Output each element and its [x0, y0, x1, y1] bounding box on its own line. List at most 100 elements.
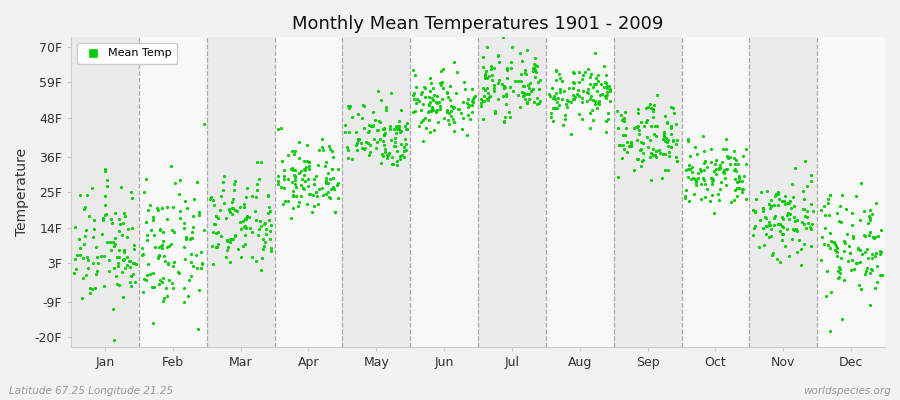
- Point: [422, 128, 436, 135]
- Point: [634, 163, 648, 169]
- Point: [162, 243, 176, 249]
- Point: [586, 97, 600, 103]
- Point: [764, 197, 778, 204]
- Point: [480, 84, 494, 91]
- Point: [239, 194, 254, 200]
- Point: [788, 165, 802, 171]
- Point: [758, 214, 772, 220]
- Point: [842, 250, 857, 256]
- Point: [560, 103, 574, 110]
- Point: [697, 177, 711, 184]
- Point: [239, 216, 254, 222]
- Point: [222, 209, 237, 215]
- Point: [854, 251, 868, 258]
- Point: [292, 203, 306, 210]
- Point: [748, 208, 762, 214]
- Point: [727, 197, 742, 204]
- Point: [552, 71, 566, 78]
- Point: [256, 236, 270, 242]
- Point: [603, 88, 617, 94]
- Point: [231, 246, 246, 252]
- Point: [284, 166, 298, 172]
- Point: [794, 262, 808, 269]
- Point: [284, 215, 299, 222]
- Point: [387, 126, 401, 132]
- Point: [796, 206, 811, 212]
- Point: [575, 72, 590, 78]
- Point: [72, 236, 86, 242]
- Point: [644, 101, 658, 108]
- Point: [498, 114, 512, 120]
- Point: [614, 112, 628, 118]
- Point: [834, 316, 849, 323]
- Point: [127, 259, 141, 266]
- Point: [803, 224, 817, 230]
- Point: [232, 204, 247, 210]
- Point: [520, 82, 535, 88]
- Point: [160, 216, 175, 222]
- Point: [261, 192, 275, 198]
- Point: [774, 237, 788, 244]
- Point: [392, 126, 406, 132]
- Point: [544, 110, 559, 116]
- Point: [863, 215, 878, 221]
- Point: [319, 159, 333, 165]
- Point: [292, 199, 306, 206]
- Point: [98, 193, 112, 199]
- Point: [123, 258, 138, 264]
- Point: [875, 271, 889, 278]
- Point: [616, 132, 630, 138]
- Point: [147, 284, 161, 290]
- Point: [704, 175, 718, 182]
- Point: [143, 271, 157, 278]
- Point: [768, 213, 782, 219]
- Point: [773, 221, 788, 227]
- Point: [393, 107, 408, 113]
- Point: [838, 240, 852, 246]
- Point: [112, 228, 126, 234]
- Point: [281, 176, 295, 182]
- Point: [553, 75, 567, 82]
- Point: [622, 143, 636, 149]
- Point: [424, 104, 438, 110]
- Point: [116, 257, 130, 264]
- Point: [843, 266, 858, 273]
- Point: [436, 85, 451, 91]
- Point: [208, 220, 222, 227]
- Point: [778, 243, 792, 250]
- Point: [691, 175, 706, 181]
- Point: [331, 195, 346, 201]
- Point: [747, 222, 761, 229]
- Point: [782, 198, 796, 205]
- Point: [306, 192, 320, 198]
- Point: [425, 94, 439, 101]
- Point: [543, 92, 557, 99]
- Point: [689, 182, 704, 188]
- Point: [477, 73, 491, 80]
- Point: [703, 198, 717, 205]
- Point: [652, 150, 667, 157]
- Point: [91, 259, 105, 266]
- Point: [433, 106, 447, 112]
- Point: [292, 139, 306, 145]
- Point: [658, 113, 672, 119]
- Point: [503, 84, 517, 90]
- Point: [207, 202, 221, 208]
- Point: [865, 267, 879, 273]
- Point: [737, 173, 751, 179]
- Point: [288, 148, 302, 154]
- Point: [241, 214, 256, 220]
- Point: [197, 226, 211, 233]
- Point: [648, 148, 662, 154]
- Point: [859, 267, 873, 274]
- Point: [688, 179, 703, 185]
- Text: Latitude 67.25 Longitude 21.25: Latitude 67.25 Longitude 21.25: [9, 386, 173, 396]
- Point: [152, 252, 166, 258]
- Point: [682, 152, 697, 159]
- Point: [82, 212, 96, 219]
- Point: [120, 234, 134, 240]
- Point: [694, 180, 708, 187]
- Point: [567, 96, 581, 102]
- Point: [696, 133, 710, 140]
- Point: [713, 165, 727, 172]
